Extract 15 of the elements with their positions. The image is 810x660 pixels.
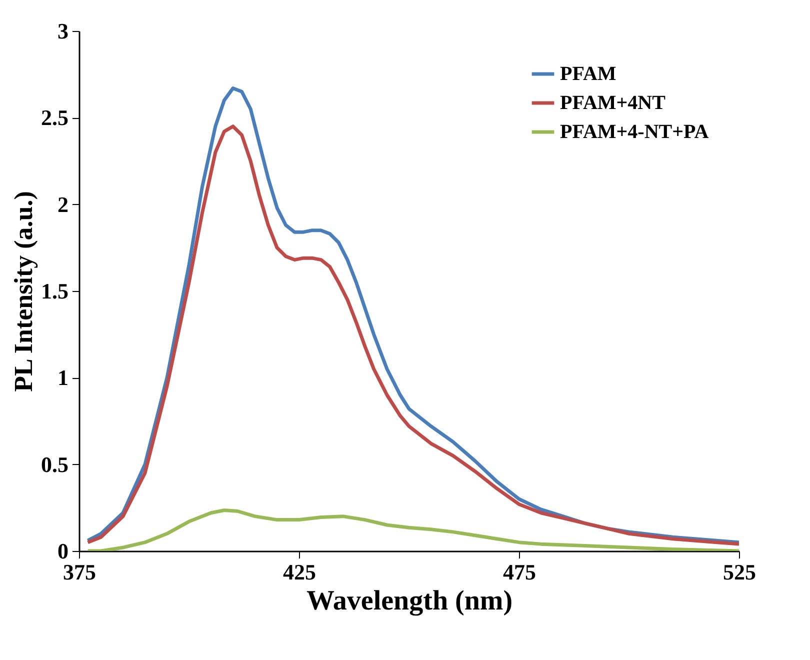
x-axis-title: Wavelength (nm) xyxy=(306,586,513,616)
y-tick-label: 3 xyxy=(58,18,68,44)
line-series xyxy=(86,508,739,551)
x-tick-label: 425 xyxy=(283,560,316,584)
y-tick-label: 1 xyxy=(58,365,68,390)
y-tick-label: 0.5 xyxy=(41,452,68,477)
y-tick-label: 2.5 xyxy=(41,105,68,130)
x-tick-label: 475 xyxy=(503,560,536,584)
y-tick-label: 2 xyxy=(58,192,68,217)
legend-label: PFAM+4-NT+PA xyxy=(560,121,710,143)
y-axis-title: PL Intensity (a.u.) xyxy=(9,191,38,392)
legend-label: PFAM xyxy=(560,63,616,85)
legend-label: PFAM+4NT xyxy=(560,92,666,114)
y-tick-label: 1.5 xyxy=(41,278,68,304)
x-tick-label: 525 xyxy=(723,560,756,584)
